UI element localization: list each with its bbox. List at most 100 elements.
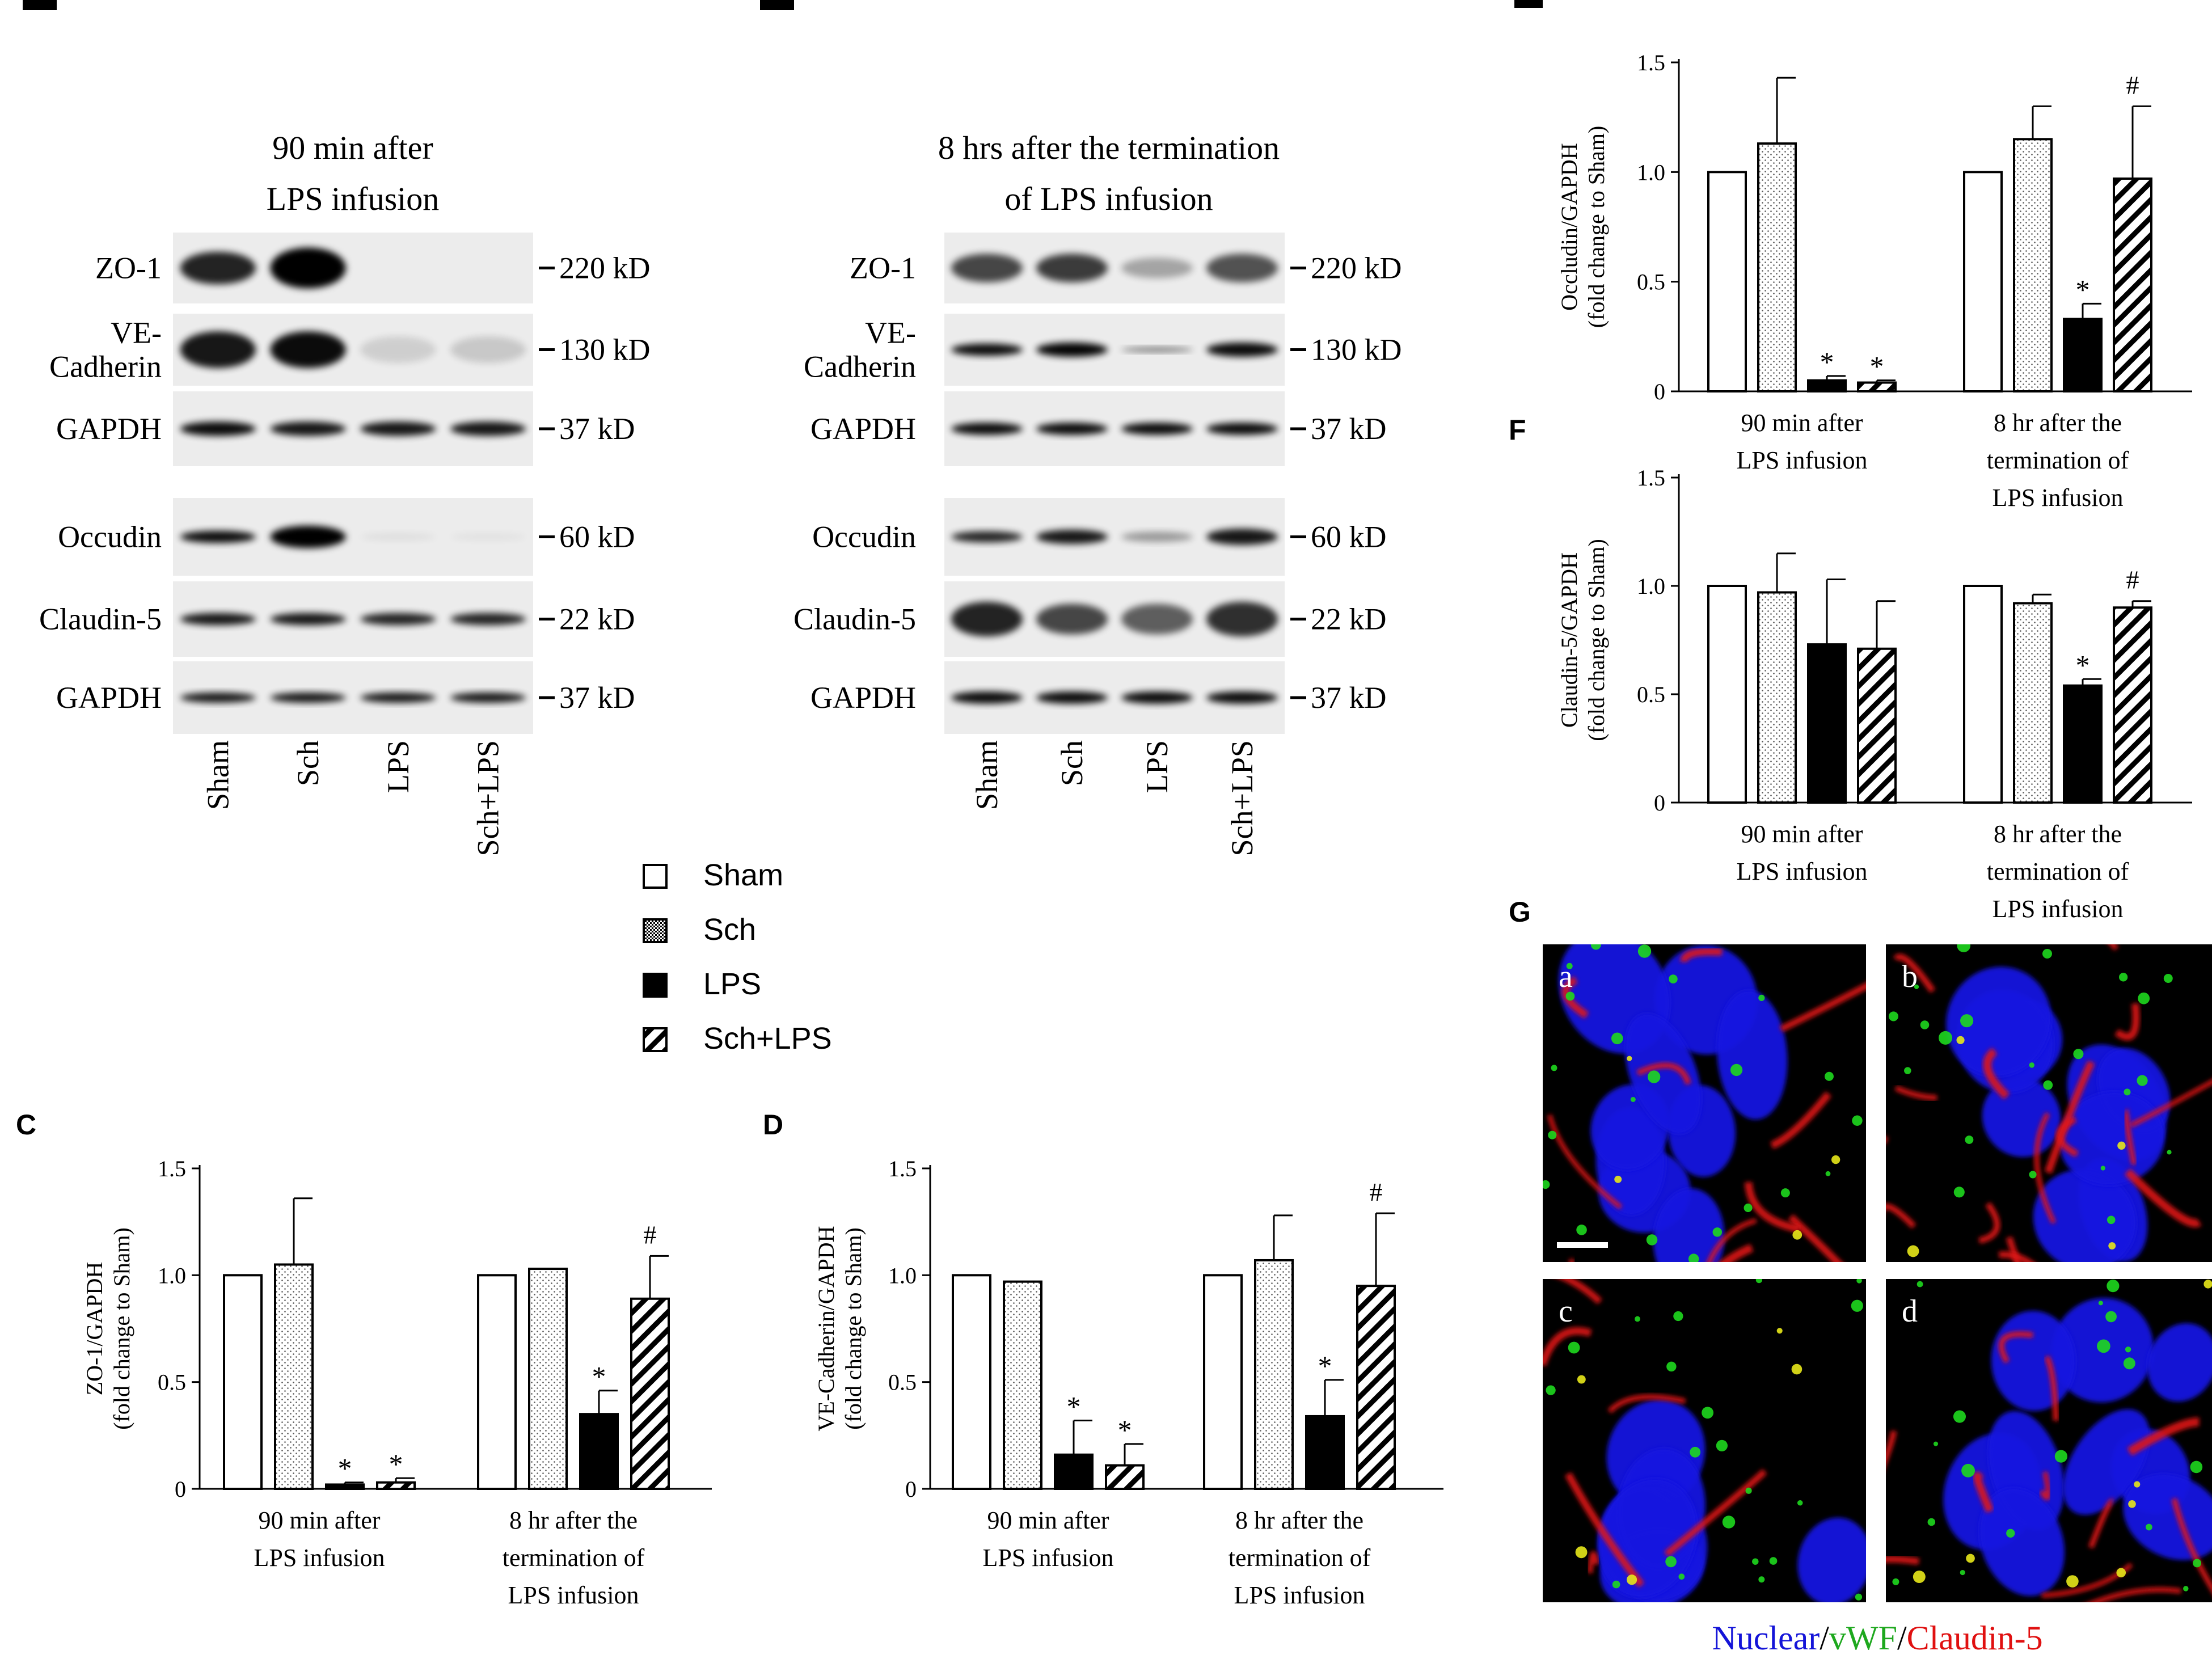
vwf-speck — [1548, 1130, 1557, 1139]
significance-asterisk: * — [1870, 351, 1884, 382]
blot-band — [180, 331, 256, 368]
y-tick-label: 1.0 — [1637, 159, 1665, 185]
claudin-strand — [1894, 1085, 1937, 1101]
blot-band — [450, 613, 526, 626]
vwf-speck — [2043, 1080, 2053, 1090]
significance-hash: # — [2126, 565, 2139, 594]
vwf-speck — [1576, 1225, 1587, 1235]
significance-asterisk: * — [1067, 1390, 1081, 1422]
significance-asterisk: * — [389, 1448, 403, 1480]
blot-band — [180, 251, 256, 285]
blot-band — [270, 421, 346, 436]
blot-band — [1036, 529, 1108, 544]
vwf-speck — [1939, 1031, 1953, 1045]
vwf-speck — [1688, 1253, 1699, 1262]
blot-band — [270, 525, 346, 548]
vwf-speck — [2117, 1141, 2126, 1150]
blot-band — [450, 336, 526, 363]
bar — [274, 1263, 314, 1490]
blot-band — [1036, 423, 1108, 435]
vwf-speck — [1852, 1115, 1863, 1126]
vwf-speck — [1780, 1188, 1790, 1198]
panel-letter-e-cropped — [1514, 0, 1543, 8]
chart-d: 0 0.5 1.0 1.5 VE-Cadherin/GAPDH (fold change … — [813, 1156, 1443, 1609]
vwf-speck — [1614, 1175, 1622, 1183]
claudin-strand — [1707, 1218, 1757, 1262]
group-label: LPS infusion — [254, 1544, 385, 1572]
protein-label: GAPDH — [56, 412, 162, 446]
legend: Sham Sch LPS Sch+LPS — [643, 858, 832, 1056]
vwf-speck — [1730, 1063, 1743, 1077]
claudin-strand — [2044, 1060, 2095, 1174]
legend-label: Sch+LPS — [703, 1021, 832, 1056]
claudin-strand — [1770, 1091, 1832, 1149]
claudin-strand — [1893, 953, 1936, 993]
vwf-speck — [1920, 1020, 1930, 1029]
vwf-speck — [1669, 974, 1678, 983]
claudin-strand — [2044, 1355, 2059, 1421]
lane-label: LPS — [1140, 740, 1174, 793]
panel-letter-g: G — [1509, 896, 1531, 928]
panel-letter-b-cropped — [760, 0, 794, 10]
chart-c: 0 0.5 1.0 1.5 ZO-1/GAPDH (fold change to Sham… — [82, 1156, 712, 1609]
vwf-speck — [1960, 1569, 1965, 1576]
vwf-speck — [1914, 984, 1919, 989]
panel-letter-f: F — [1509, 414, 1526, 446]
claudin-strand — [1983, 1048, 2010, 1100]
legend-swatch — [643, 864, 668, 889]
bar — [630, 1297, 670, 1490]
vwf-speck — [2134, 1481, 2141, 1488]
vwf-speck — [1933, 1441, 1939, 1446]
vwf-speck — [1543, 1180, 1550, 1189]
claudin-strand — [1978, 1202, 2000, 1244]
vwf-speck — [1577, 1375, 1586, 1384]
claudin-strand — [1744, 1181, 1800, 1233]
nucleus — [1597, 1478, 1698, 1598]
size-marker-label: 22 kD — [1311, 602, 1387, 636]
significance-asterisk: * — [1820, 346, 1834, 378]
blot-band — [450, 693, 526, 703]
blot-band — [1036, 691, 1108, 704]
significance-asterisk: * — [338, 1453, 352, 1484]
protein-label: Cadherin — [49, 350, 162, 384]
blot-band — [1121, 257, 1193, 278]
nucleus — [1979, 1488, 2065, 1596]
caption-separator: / — [1820, 1619, 1829, 1657]
vwf-speck — [2183, 1586, 2189, 1592]
group-label: LPS infusion — [1736, 446, 1867, 474]
vwf-speck — [1792, 1230, 1802, 1240]
vwf-speck — [1568, 1341, 1580, 1354]
y-tick-label: 0.5 — [1637, 269, 1665, 295]
protein-label: Occudin — [812, 520, 916, 554]
blot-band — [180, 530, 256, 543]
protein-label: Claudin-5 — [39, 602, 162, 636]
blot-title-line-1: 90 min after — [272, 129, 433, 166]
vwf-speck — [1626, 1574, 1637, 1585]
vwf-speck — [1702, 1407, 1714, 1419]
claudin-strand — [1543, 1327, 1592, 1367]
vwf-speck — [1916, 1281, 1923, 1287]
vwf-speck — [1856, 1279, 1862, 1284]
nucleus — [1653, 1188, 1725, 1262]
size-marker-label: 220 kD — [1311, 251, 1402, 285]
y-tick-label: 1.5 — [888, 1156, 917, 1181]
claudin-strand — [2124, 1168, 2202, 1227]
blot-band — [270, 247, 346, 289]
blot-title-line-1: 8 hrs after the termination — [938, 129, 1280, 166]
bar — [1707, 585, 1747, 804]
size-marker-label: 22 kD — [559, 602, 635, 636]
caption-vwf: vWF — [1829, 1619, 1897, 1657]
blot-band — [1121, 603, 1193, 635]
claudin-strand — [1886, 1556, 1920, 1565]
size-marker-label: 37 kD — [559, 681, 635, 715]
vwf-speck — [1769, 1557, 1778, 1565]
blot-band — [180, 693, 256, 703]
legend-label: Sham — [703, 858, 783, 892]
y-axis-label: ZO-1/GAPDH — [82, 1262, 107, 1396]
nucleus — [2123, 1474, 2212, 1560]
vwf-speck — [1745, 1487, 1752, 1494]
blot-band — [1036, 603, 1108, 635]
bar — [1203, 1274, 1243, 1490]
